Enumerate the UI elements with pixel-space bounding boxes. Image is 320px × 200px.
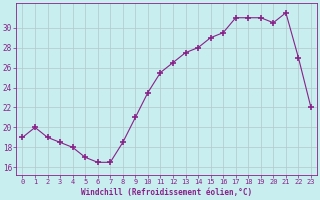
X-axis label: Windchill (Refroidissement éolien,°C): Windchill (Refroidissement éolien,°C): [81, 188, 252, 197]
